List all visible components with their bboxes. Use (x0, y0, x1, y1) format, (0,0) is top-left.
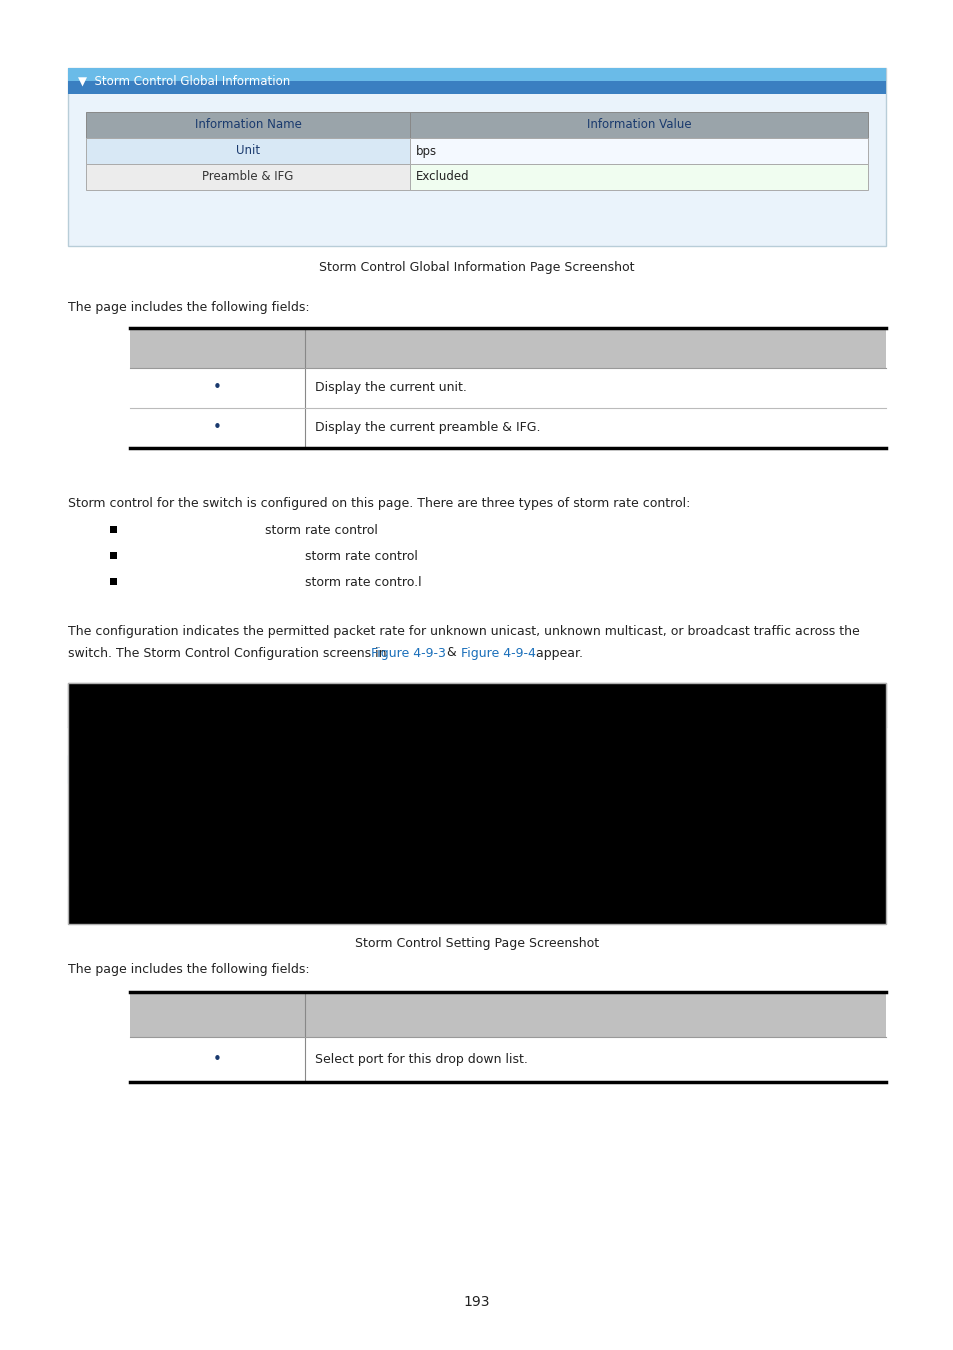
Bar (130, 992, 885, 1037)
Text: Unit: Unit (235, 144, 260, 158)
Bar (86, 112, 410, 138)
Text: Figure 4-9-4: Figure 4-9-4 (460, 647, 535, 660)
Bar (353, 755, 442, 783)
Text: •: • (213, 1052, 222, 1066)
Bar (68, 683, 885, 923)
Bar (451, 853, 461, 864)
Text: ▼: ▼ (183, 826, 191, 836)
Bar (110, 552, 117, 559)
Text: The configuration indicates the permitted packet rate for unknown unicast, unkno: The configuration indicates the permitte… (68, 625, 859, 637)
Text: Apply: Apply (90, 898, 125, 910)
Bar (410, 138, 867, 163)
Text: 10000: 10000 (631, 856, 666, 865)
Bar (451, 796, 461, 809)
Bar (451, 825, 461, 836)
Bar (625, 795, 735, 815)
Bar (625, 850, 735, 871)
Text: Display the current unit.: Display the current unit. (314, 382, 466, 394)
Text: Drop: Drop (366, 824, 395, 837)
Text: storm rate contro.l: storm rate contro.l (305, 576, 421, 590)
Bar (410, 163, 867, 190)
Text: Port State: Port State (269, 763, 327, 775)
Bar (86, 138, 410, 163)
Text: Figure 4-9-3: Figure 4-9-3 (371, 647, 446, 660)
Text: Unknown Multicast: Unknown Multicast (464, 824, 577, 837)
Text: Storm Control Setting Page Screenshot: Storm Control Setting Page Screenshot (355, 937, 598, 950)
Bar (80, 892, 135, 917)
Text: Select Ports: Select Ports (84, 825, 150, 836)
Bar (68, 886, 885, 923)
Text: Storm control for the switch is configured on this page. There are three types o: Storm control for the switch is configur… (68, 497, 690, 509)
Text: Excluded: Excluded (416, 170, 469, 184)
Text: 10000: 10000 (631, 828, 666, 838)
Bar (68, 68, 885, 81)
Bar (68, 878, 885, 886)
Bar (86, 163, 410, 190)
Text: 10000: 10000 (631, 801, 666, 810)
Text: storm rate control: storm rate control (305, 551, 417, 563)
Bar (68, 68, 885, 94)
Text: Preamble & IFG: Preamble & IFG (202, 170, 294, 184)
Bar (442, 755, 618, 783)
Text: Rate (unit:16Kbps): Rate (unit:16Kbps) (655, 763, 765, 775)
Text: Information Value: Information Value (586, 119, 691, 131)
Bar (411, 819, 431, 841)
Bar (68, 728, 885, 755)
Text: Action: Action (379, 763, 416, 775)
Text: Disable: Disable (269, 814, 313, 828)
Text: Storm Control: Storm Control (406, 697, 547, 714)
Text: Type Enable: Type Enable (495, 763, 565, 775)
Text: Port: Port (144, 763, 167, 775)
Text: Display the current preamble & IFG.: Display the current preamble & IFG. (314, 421, 540, 435)
Bar (410, 112, 867, 138)
Text: Unknown Unicast: Unknown Unicast (464, 852, 567, 865)
Bar (68, 783, 885, 878)
Text: Storm Control Setting: Storm Control Setting (80, 734, 252, 748)
Bar (358, 819, 431, 841)
Text: bps: bps (416, 144, 436, 158)
Text: ▼  Storm Control Global Information: ▼ Storm Control Global Information (78, 74, 290, 88)
Bar (130, 328, 885, 369)
Text: Broadcast: Broadcast (464, 796, 524, 809)
Bar (110, 578, 117, 585)
Text: 193: 193 (463, 1295, 490, 1309)
Bar (243, 755, 353, 783)
Bar (68, 68, 885, 246)
Text: &: & (442, 647, 460, 660)
Text: storm rate control: storm rate control (265, 525, 377, 537)
Bar (76, 819, 195, 841)
Text: •: • (213, 420, 222, 436)
Text: switch. The Storm Control Configuration screens in: switch. The Storm Control Configuration … (68, 647, 390, 660)
Text: appear.: appear. (532, 647, 582, 660)
Text: •: • (213, 381, 222, 396)
Text: ▼: ▼ (417, 826, 424, 836)
Text: Enable: Enable (269, 838, 309, 850)
Bar (68, 683, 885, 728)
Bar (68, 755, 243, 783)
Text: The page includes the following fields:: The page includes the following fields: (68, 301, 310, 315)
Text: The page includes the following fields:: The page includes the following fields: (68, 964, 310, 976)
Bar (178, 819, 195, 841)
Bar (625, 824, 735, 842)
Text: Select port for this drop down list.: Select port for this drop down list. (314, 1053, 527, 1066)
Text: Storm Control Global Information Page Screenshot: Storm Control Global Information Page Sc… (319, 262, 634, 274)
Bar (110, 526, 117, 533)
Bar (618, 755, 802, 783)
Text: Information Name: Information Name (194, 119, 301, 131)
